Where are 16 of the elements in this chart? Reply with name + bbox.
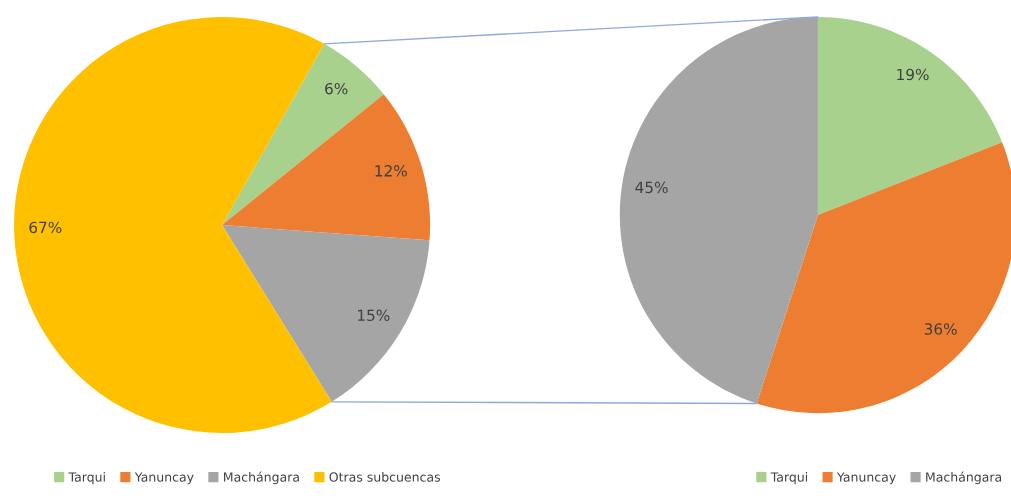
legend-label: Machángara <box>224 471 299 485</box>
data-label: 6% <box>325 82 348 95</box>
data-label: 12% <box>375 165 407 177</box>
legend-label: Yanuncay <box>836 472 896 485</box>
legend-label: Machángara <box>926 471 1002 485</box>
data-label: 15% <box>358 309 390 322</box>
legend-label: Otras subcuencas <box>329 472 440 482</box>
legend-label: Yanuncay <box>134 472 194 485</box>
data-label: 36% <box>924 323 957 335</box>
data-label: 67% <box>29 221 62 234</box>
pie-slice <box>222 225 430 402</box>
pie-slice <box>222 94 431 241</box>
legend-label: Tarqui <box>770 472 808 485</box>
legend-label: Tarqui <box>68 472 105 485</box>
data-label: 45% <box>635 181 668 194</box>
data-label: 19% <box>897 68 929 81</box>
